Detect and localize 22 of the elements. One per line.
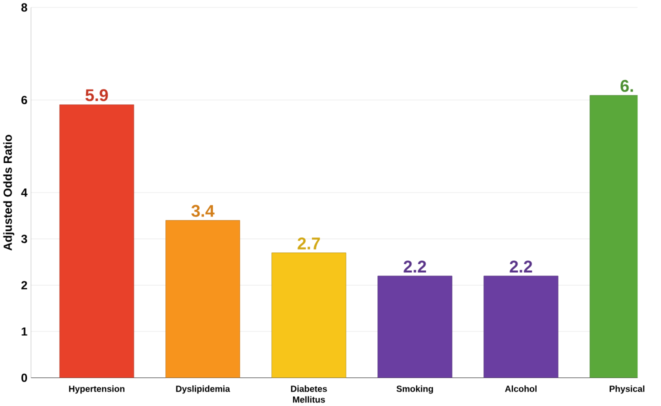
data-label: 2.2: [510, 260, 532, 272]
data-label: 2.2: [404, 260, 426, 272]
x-tick-label: Alcohol: [505, 385, 537, 392]
y-tick-label: 2: [21, 281, 28, 290]
y-tick-label: 4: [21, 188, 28, 197]
x-tick-label: Physical: [610, 385, 644, 394]
y-axis-title: Adjusted Odds Ratio: [3, 134, 14, 251]
bar: [165, 220, 240, 378]
data-label: 5.9: [85, 89, 108, 102]
y-tick-label: 8: [21, 3, 28, 12]
y-tick-label: 0: [21, 374, 28, 382]
data-label: 6.: [620, 80, 633, 92]
x-tick-label: Diabetes Mellitus: [291, 385, 327, 403]
bar: [378, 276, 452, 378]
x-tick-label: Dyslipidemia: [176, 385, 230, 394]
data-label: 2.7: [298, 238, 320, 250]
x-tick-label: Hypertension: [69, 385, 124, 394]
data-label: 3.4: [191, 204, 214, 217]
y-tick-label: 3: [21, 234, 28, 244]
x-tick-label: Smoking: [396, 385, 433, 394]
y-tick-label: 6: [21, 96, 28, 104]
y-tick-label: 1: [22, 327, 28, 336]
